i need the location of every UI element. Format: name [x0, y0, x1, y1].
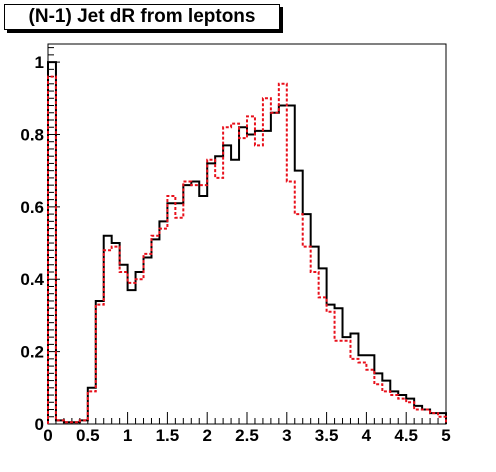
x-tick-label: 2 [202, 426, 211, 445]
y-tick-label: 0 [35, 415, 44, 434]
x-tick-label: 1 [123, 426, 132, 445]
chart-title: (N-1) Jet dR from leptons [28, 6, 256, 27]
y-tick-label: 0.8 [20, 125, 44, 144]
x-tick-label: 3.5 [315, 426, 339, 445]
y-tick-label: 1 [35, 53, 44, 72]
y-tick-label: 0.2 [20, 343, 44, 362]
x-tick-label: 0.5 [76, 426, 100, 445]
x-tick-label: 5 [441, 426, 450, 445]
y-tick-label: 0.6 [20, 198, 44, 217]
chart-title-box: (N-1) Jet dR from leptons [4, 4, 280, 30]
histogram-series-solid [47, 61, 447, 424]
x-tick-label: 1.5 [156, 426, 180, 445]
plot-frame [47, 43, 447, 425]
x-tick-label: 3 [282, 426, 291, 445]
x-tick-label: 4 [362, 426, 372, 445]
x-tick-label: 2.5 [235, 426, 259, 445]
x-tick-label: 4.5 [394, 426, 418, 445]
x-tick-label: 0 [43, 426, 52, 445]
histogram-series-dashed [47, 75, 447, 424]
y-tick-label: 0.4 [20, 270, 44, 289]
